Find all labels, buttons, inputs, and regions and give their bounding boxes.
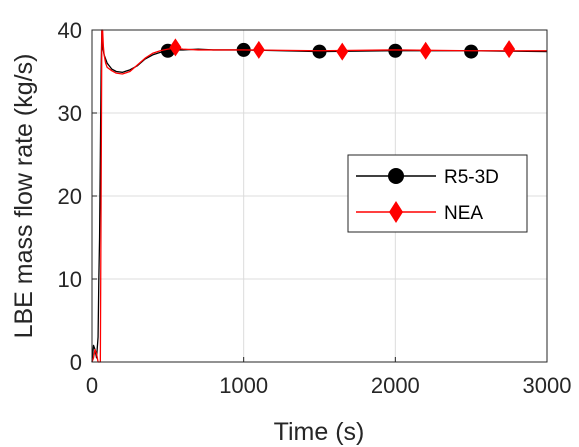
- y-tick-label: 40: [58, 18, 82, 43]
- data-point-r5-3d: [312, 44, 327, 59]
- data-point-nea: [252, 40, 265, 59]
- y-axis-ticks: 0 10 20 30 40: [58, 18, 97, 375]
- y-axis-label: LBE mass flow rate (kg/s): [10, 54, 38, 339]
- legend-marker-nea: [389, 201, 403, 223]
- x-axis-ticks: 0 1000 2000 3000: [86, 357, 572, 398]
- y-tick-label: 20: [58, 184, 82, 209]
- legend-entry-nea: NEA: [356, 201, 483, 224]
- legend-label-nea: NEA: [444, 203, 483, 224]
- x-tick-label: 0: [86, 373, 98, 398]
- legend-box: [347, 154, 528, 233]
- legend-marker-r5-3d: [388, 168, 404, 184]
- x-axis-label: Time (s): [274, 418, 365, 446]
- data-point-nea: [503, 40, 516, 59]
- data-point-r5-3d: [388, 43, 403, 58]
- legend-entry-r5-3d: R5-3D: [356, 167, 499, 188]
- x-tick-label: 3000: [523, 373, 572, 398]
- data-point-nea: [169, 38, 182, 57]
- data-point-nea: [419, 41, 432, 60]
- x-tick-label: 1000: [219, 373, 268, 398]
- data-point-r5-3d: [464, 44, 479, 59]
- y-tick-label: 10: [58, 267, 82, 292]
- legend-label-r5-3d: R5-3D: [444, 167, 499, 188]
- data-point-nea: [336, 42, 349, 61]
- y-tick-label: 30: [58, 101, 82, 126]
- y-tick-label: 0: [70, 350, 82, 375]
- legend: R5-3D NEA: [347, 154, 528, 233]
- x-tick-label: 2000: [371, 373, 420, 398]
